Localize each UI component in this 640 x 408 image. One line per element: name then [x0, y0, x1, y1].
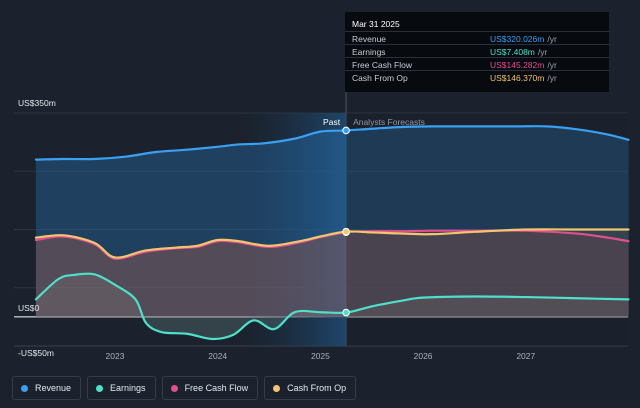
legend-item-revenue[interactable]: Revenue: [12, 376, 82, 400]
earnings-point: [342, 308, 350, 317]
y-axis-label: US$0: [18, 303, 40, 313]
tooltip-label: Revenue: [352, 34, 387, 44]
legend-dot-icon: [96, 384, 104, 392]
tooltip-value: US$145.282m/yr: [490, 60, 557, 70]
tooltip-row: Earnings US$7.408m/yr: [345, 44, 609, 58]
tooltip-value: US$146.370m/yr: [490, 73, 557, 83]
x-tick-label: 2026: [414, 351, 433, 361]
y-axis-label: US$350m: [18, 98, 56, 108]
y-axis-label: -US$50m: [18, 348, 54, 358]
legend-dot-icon: [21, 384, 28, 392]
x-tick-label: 2024: [208, 351, 227, 361]
legend-label: Revenue: [35, 383, 72, 393]
x-tick-label: 2025: [311, 351, 330, 361]
revenue-line: [34, 125, 630, 161]
forecast-label: Analysts Forecasts: [353, 117, 425, 127]
past-label: Past: [323, 117, 341, 127]
tooltip-value: US$7.408m/yr: [490, 47, 548, 57]
cash-from-op-area: [35, 229, 629, 317]
revenue-point: [342, 126, 350, 135]
tooltip-label: Earnings: [352, 47, 386, 57]
revenue-area: [35, 126, 629, 317]
chart-legend: Revenue Earnings Free Cash Flow Cash Fro…: [12, 376, 357, 400]
tooltip-date: Mar 31 2025: [352, 19, 400, 29]
cash-from-op-line: [34, 228, 630, 259]
tooltip-row: Cash From Op US$146.370m/yr: [345, 70, 609, 84]
earnings-area: [35, 273, 629, 340]
tooltip-panel: Mar 31 2025 Revenue US$320.026m/yr Earni…: [345, 12, 609, 92]
x-tick-label: 2023: [106, 351, 125, 361]
tooltip-row: Free Cash Flow US$145.282m/yr: [345, 57, 609, 71]
tooltip-row: Revenue US$320.026m/yr: [345, 31, 609, 45]
tooltip-value: US$320.026m/yr: [490, 34, 557, 44]
tooltip-label: Free Cash Flow: [352, 60, 412, 70]
past-highlight-region: [243, 113, 347, 346]
legend-dot-icon: [273, 384, 281, 392]
cash-from-op-point: [342, 227, 350, 236]
legend-item-earnings[interactable]: Earnings: [87, 376, 156, 400]
x-tick-label: 2027: [516, 351, 535, 361]
legend-label: Cash From Op: [287, 383, 347, 393]
tooltip-label: Cash From Op: [352, 73, 408, 83]
legend-label: Free Cash Flow: [184, 383, 249, 393]
free-cash-flow-area: [35, 230, 629, 317]
earnings-line: [34, 272, 630, 341]
legend-item-free-cash-flow[interactable]: Free Cash Flow: [161, 376, 259, 400]
legend-item-cash-from-op[interactable]: Cash From Op: [264, 376, 357, 400]
legend-dot-icon: [170, 384, 178, 392]
legend-label: Earnings: [110, 383, 146, 393]
